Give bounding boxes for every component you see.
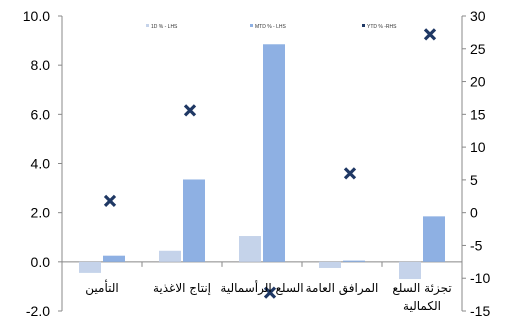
category-label: التأمين [85, 279, 118, 296]
left-axis-tick-label: -2.0 [26, 303, 50, 319]
legend-swatch-3 [362, 24, 365, 27]
bar-1-1 [79, 261, 101, 273]
right-axis-tick-label: -5 [470, 237, 483, 253]
ytd-marker-1 [103, 194, 117, 207]
bar-1-2 [159, 250, 181, 262]
legend-label-1: 1D % - LHS [151, 24, 178, 30]
right-axis-tick-label: 5 [470, 172, 478, 188]
bar-2-1 [103, 255, 125, 262]
right-axis-tick-label: 10 [470, 139, 486, 155]
bar-1-3 [239, 236, 261, 262]
right-axis-tick-label: 25 [470, 41, 486, 57]
left-axis-tick-label: 6.0 [31, 106, 51, 122]
legend-swatch-1 [146, 24, 149, 27]
left-axis-tick-label: 4.0 [31, 156, 51, 172]
right-axis-tick-label: -15 [470, 303, 490, 319]
ytd-marker-4 [343, 167, 357, 180]
right-axis-tick-label: -10 [470, 270, 490, 286]
left-axis-tick-label: 8.0 [31, 57, 51, 73]
left-axis-tick-label: 0.0 [31, 254, 51, 270]
ytd-marker-3 [263, 286, 277, 299]
legend-swatch-2 [250, 24, 253, 27]
category-label: المرافق العامة [306, 281, 379, 296]
category-label: الكمالية [403, 299, 441, 313]
left-axis-tick-label: 2.0 [31, 205, 51, 221]
right-axis-tick-label: 15 [470, 106, 486, 122]
category-label: تجزئة السلع [392, 281, 451, 296]
ytd-marker-2 [183, 104, 197, 117]
bar-1-5 [399, 261, 421, 280]
right-axis-tick-label: 30 [470, 8, 486, 24]
bar-2-2 [183, 179, 205, 262]
right-axis-tick-label: 0 [470, 205, 478, 221]
bar-1-4 [319, 261, 341, 268]
ytd-marker-5 [423, 28, 437, 41]
legend-label-2: MTD % - LHS [255, 24, 287, 30]
category-label: السلع الرأسمالية [220, 280, 303, 296]
bar-2-4 [343, 260, 365, 262]
right-axis-tick-label: 20 [470, 74, 486, 90]
bar-2-5 [423, 216, 445, 262]
left-axis-tick-label: 10.0 [23, 8, 50, 24]
bar-2-3 [263, 44, 285, 262]
category-label: إنتاج الاغذية [153, 281, 211, 295]
legend-label-3: YTD % -RHS [367, 24, 397, 30]
